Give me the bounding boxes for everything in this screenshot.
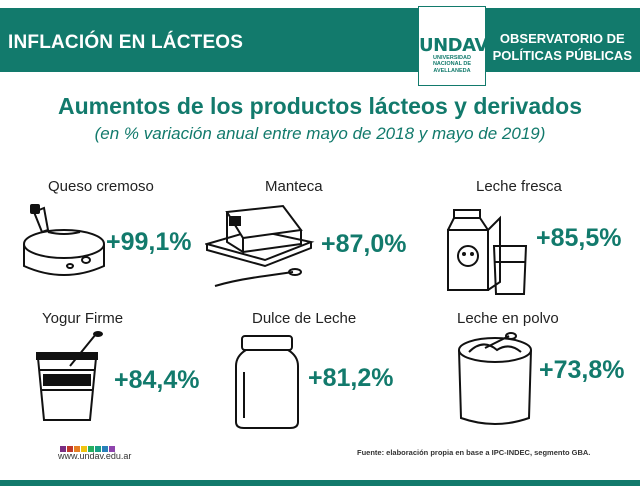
product-name: Queso cremoso — [48, 178, 154, 195]
product-card-leche-en-polvo: Leche en polvo +73,8% — [455, 310, 640, 440]
brand-color-dots — [60, 439, 116, 452]
org-name: OBSERVATORIO DE POLÍTICAS PÚBLICAS — [493, 30, 632, 64]
color-dot — [60, 446, 66, 452]
logo-sub-3: AVELLANEDA — [433, 67, 471, 74]
color-dot — [67, 446, 73, 452]
product-card-leche-fresca: Leche fresca +85,5% — [440, 178, 630, 308]
product-value: +85,5% — [536, 224, 622, 252]
product-name: Leche en polvo — [457, 310, 559, 327]
product-card-dulce-de-leche: Dulce de Leche +81,2% — [232, 310, 422, 440]
product-card-yogur: Yogur Firme +84,4% — [30, 310, 220, 440]
bottom-bar — [0, 480, 640, 486]
org-name-line2: POLÍTICAS PÚBLICAS — [492, 48, 632, 63]
product-name: Dulce de Leche — [252, 310, 357, 327]
product-value: +73,8% — [539, 356, 625, 384]
product-name: Leche fresca — [476, 178, 562, 195]
product-value: +99,1% — [106, 228, 192, 256]
color-dot — [95, 446, 101, 452]
color-dot — [102, 446, 108, 452]
jar-icon — [235, 335, 299, 429]
logo-word: UNDAV — [419, 35, 488, 56]
subheadline: (en % variación anual entre mayo de 2018… — [94, 124, 546, 143]
page-title: INFLACIÓN EN LÁCTEOS — [8, 32, 244, 53]
powder-can-icon — [458, 332, 532, 425]
source-note: Fuente: elaboración propia en base a IPC… — [357, 448, 591, 457]
yogurt-icon — [36, 331, 103, 421]
product-value: +84,4% — [114, 366, 200, 394]
butter-icon — [205, 204, 315, 287]
website-url[interactable]: www.undav.edu.ar — [58, 451, 132, 461]
cheese-icon — [23, 204, 105, 276]
milk-carton-icon — [447, 209, 528, 295]
headline: Aumentos de los productos lácteos y deri… — [57, 93, 582, 119]
undav-logo: UNDAV UNIVERSIDAD NACIONAL DE AVELLANEDA — [418, 6, 488, 86]
product-card-queso: Queso cremoso +99,1% — [18, 178, 208, 308]
color-dot — [74, 446, 80, 452]
product-value: +87,0% — [321, 230, 407, 258]
color-dot — [109, 446, 115, 452]
product-value: +81,2% — [308, 364, 394, 392]
product-name: Manteca — [265, 178, 323, 195]
color-dot — [88, 446, 94, 452]
color-dot — [81, 446, 87, 452]
product-name: Yogur Firme — [42, 310, 124, 327]
product-card-manteca: Manteca +87,0% — [205, 178, 407, 308]
logo-sub-2: NACIONAL DE — [432, 61, 472, 68]
logo-sub-1: UNIVERSIDAD — [433, 55, 471, 61]
org-name-line1: OBSERVATORIO DE — [499, 31, 625, 46]
header-bar: INFLACIÓN EN LÁCTEOS OBSERVATORIO DE POL… — [0, 8, 640, 72]
